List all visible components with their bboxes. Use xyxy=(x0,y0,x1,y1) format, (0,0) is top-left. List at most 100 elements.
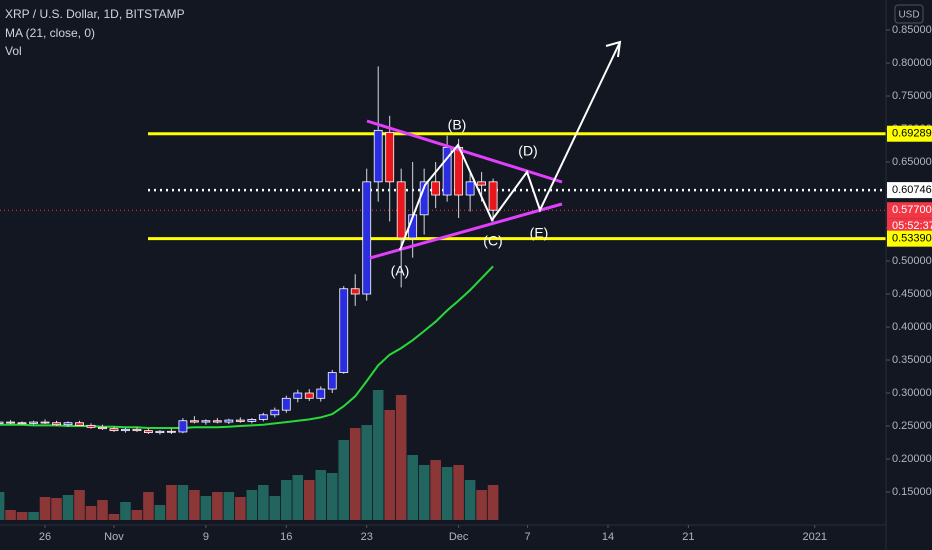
indicator-label: Vol xyxy=(5,44,22,58)
candle-body xyxy=(178,420,188,433)
candle-body xyxy=(86,424,96,428)
volume-bar xyxy=(372,390,384,520)
candle-body xyxy=(98,426,107,430)
volume-bar xyxy=(407,455,418,520)
candle-body xyxy=(304,392,314,399)
volume-bar xyxy=(131,510,143,520)
candle-body xyxy=(270,409,280,416)
volume-bar xyxy=(177,485,189,520)
volume-bar xyxy=(97,500,108,520)
wave-label: (B) xyxy=(448,117,467,133)
candle-body xyxy=(6,421,15,424)
y-tick-label: 0.40000 xyxy=(892,321,932,333)
candle-body xyxy=(212,420,222,423)
volume-bar xyxy=(453,465,464,520)
currency-button[interactable] xyxy=(894,4,924,24)
candle-body xyxy=(40,421,50,424)
candle-body xyxy=(293,392,303,399)
volume-bar xyxy=(464,480,476,520)
volume-bar xyxy=(361,425,373,520)
volume-bar xyxy=(487,485,499,520)
candle-body xyxy=(155,430,165,434)
candle-body xyxy=(316,388,326,399)
candle-body xyxy=(189,420,199,423)
candle-body xyxy=(132,428,142,432)
y-tick-label: 0.20000 xyxy=(892,453,932,465)
wave-label: (A) xyxy=(391,263,410,279)
x-tick-label: 16 xyxy=(280,531,292,543)
volume-bar xyxy=(315,470,327,520)
volume-bar xyxy=(51,498,62,520)
y-tick-label: 0.45000 xyxy=(892,288,932,300)
countdown-box xyxy=(887,218,932,235)
y-tick-label: 0.75000 xyxy=(892,90,932,102)
candle-body xyxy=(477,181,487,186)
volume-bar xyxy=(16,512,28,520)
volume-bar xyxy=(223,492,235,520)
indicator-label: MA (21, close, 0) xyxy=(5,26,95,40)
candle-body xyxy=(339,288,349,373)
candle-body xyxy=(75,422,84,426)
arrow-head xyxy=(605,40,622,58)
volume-bar xyxy=(395,395,407,520)
candle-body xyxy=(281,397,291,411)
y-tick-label: 0.35000 xyxy=(892,354,932,366)
volume-pane xyxy=(0,390,499,520)
ma-line xyxy=(0,265,494,429)
y-tick-label: 0.80000 xyxy=(892,57,932,69)
candle-body xyxy=(0,421,4,424)
candle-body xyxy=(488,181,498,211)
candle-body xyxy=(201,420,211,423)
candle-body xyxy=(431,181,441,196)
candle-body xyxy=(167,430,176,433)
volume-bar xyxy=(200,496,212,520)
volume-bar xyxy=(326,473,338,520)
candle-body xyxy=(327,372,337,390)
price-label: 0.57700 xyxy=(892,204,932,216)
volume-bar xyxy=(39,497,51,520)
wave-label: (C) xyxy=(483,233,502,249)
volume-bar xyxy=(235,497,246,520)
candle-body xyxy=(385,131,395,183)
x-tick-label: 7 xyxy=(524,531,530,543)
candle-body xyxy=(17,422,27,425)
volume-bar xyxy=(28,512,39,520)
volume-bar xyxy=(0,492,5,520)
candle-body xyxy=(465,181,475,196)
volume-bar xyxy=(154,505,166,520)
price-label: 0.69289 xyxy=(892,128,932,140)
volume-bar xyxy=(292,475,304,520)
y-tick-label: 0.50000 xyxy=(892,255,932,267)
candle-body xyxy=(396,181,406,239)
triangle-upper xyxy=(366,119,563,184)
volume-bar xyxy=(338,440,350,520)
volume-bar xyxy=(430,460,441,520)
x-tick-label: 21 xyxy=(682,531,694,543)
y-tick-label: 0.65000 xyxy=(892,156,932,168)
x-tick-label: 2021 xyxy=(803,531,827,543)
x-tick-label: 14 xyxy=(602,531,614,543)
candle-body xyxy=(224,419,234,423)
volume-bar xyxy=(269,496,281,520)
volume-bar xyxy=(143,492,154,520)
price-label: 0.60746 xyxy=(892,184,932,196)
candle-body xyxy=(258,414,268,420)
volume-bar xyxy=(349,428,361,520)
price-label-box xyxy=(887,202,932,219)
wave-label: (E) xyxy=(530,225,549,241)
x-tick-label: 9 xyxy=(203,531,209,543)
axes: 0.15000 0.20000 0.25000 0.30000 0.35000 0.400… xyxy=(39,24,932,543)
volume-bar xyxy=(189,490,200,520)
volume-bar xyxy=(418,465,430,520)
wave-path xyxy=(399,41,621,251)
x-tick-label: 23 xyxy=(361,531,373,543)
volume-bar xyxy=(258,485,269,520)
volume-bar xyxy=(108,514,120,520)
chart-title: XRP / U.S. Dollar, 1D, BITSTAMP xyxy=(5,7,185,21)
volume-bar xyxy=(441,467,453,520)
wave-label: (D) xyxy=(518,143,537,159)
candle-body xyxy=(235,419,245,422)
